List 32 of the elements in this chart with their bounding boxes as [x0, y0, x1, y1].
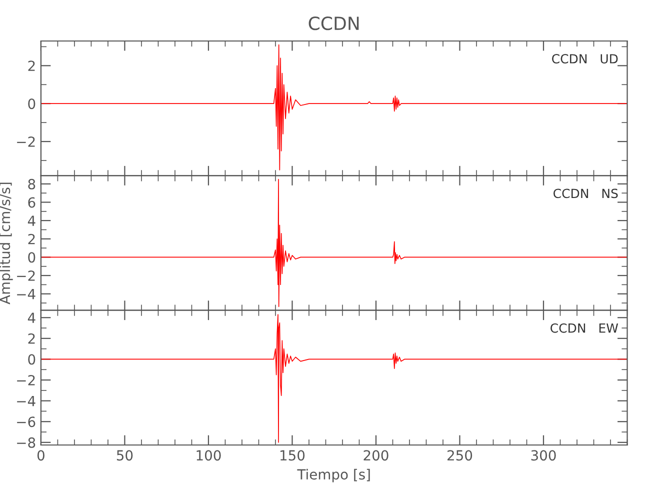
x-tick-label: 0 — [37, 450, 44, 461]
y-tick-label: 4 — [28, 312, 36, 323]
y-tick-label: 2 — [28, 234, 35, 244]
y-tick-label: −2 — [17, 270, 35, 281]
y-tick-label: 0 — [28, 252, 36, 263]
y-tick-label: −4 — [17, 396, 36, 406]
x-tick-label: 150 — [280, 450, 305, 461]
y-tick-label: 8 — [28, 178, 36, 190]
y-tick-label: −8 — [17, 437, 36, 448]
y-tick-label: 2 — [28, 333, 35, 344]
x-tick-label: 250 — [448, 450, 472, 461]
line-series — [40, 178, 628, 308]
x-tick-label: 100 — [196, 450, 221, 461]
annotation: CCDN EW — [550, 323, 618, 333]
annotation: CCDN UD — [552, 54, 618, 64]
y-tick-label: 4 — [28, 216, 36, 226]
y-tick-label: −2 — [17, 374, 35, 386]
annotation: CCDN NS — [554, 188, 618, 198]
x-tick-label: 300 — [531, 450, 556, 461]
y-tick-label: 6 — [28, 197, 36, 208]
line-series — [40, 314, 628, 443]
y-tick-label: −4 — [17, 288, 36, 300]
y-tick-label: −6 — [17, 416, 36, 428]
y-tick-label: 0 — [28, 354, 36, 365]
y-tick-label: −2 — [17, 136, 35, 147]
x-axis-title: Tiempo [s] — [297, 468, 370, 482]
chart-title: CCDN — [308, 16, 359, 30]
line-series — [40, 44, 628, 170]
x-tick-label: 200 — [364, 450, 388, 461]
x-tick-label: 50 — [116, 450, 133, 461]
y-tick-label: 0 — [28, 98, 36, 110]
y-tick-label: 2 — [28, 60, 35, 71]
